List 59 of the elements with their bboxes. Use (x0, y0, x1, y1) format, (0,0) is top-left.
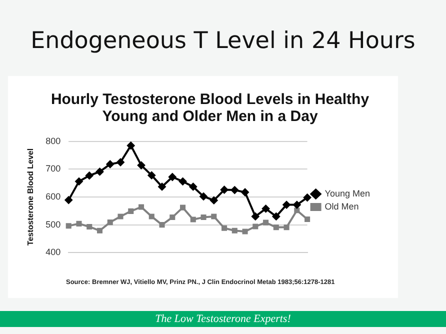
point (86, 224, 92, 230)
point (262, 204, 270, 212)
point (168, 173, 176, 181)
point (116, 158, 124, 166)
chart-title: Endogeneous T Level in 24 Hours (30, 28, 416, 54)
point (137, 162, 146, 170)
point (211, 214, 217, 220)
point (210, 196, 218, 204)
point (127, 142, 135, 150)
point (304, 216, 310, 222)
point (273, 224, 279, 230)
legend-label: Old Men (324, 201, 359, 212)
point (96, 168, 104, 176)
point (200, 214, 206, 220)
point (75, 178, 83, 186)
point (180, 204, 186, 210)
point (64, 196, 72, 204)
point (294, 208, 300, 214)
y-tick-label: 600 (46, 191, 61, 202)
y-tick-label: 400 (46, 247, 61, 258)
y-tick-label: 500 (46, 219, 61, 230)
point (252, 224, 258, 230)
point (158, 182, 166, 191)
point (252, 212, 260, 220)
text: The Low Testosterone Experts! (0, 311, 446, 327)
point (284, 224, 290, 230)
point (272, 212, 280, 220)
point (241, 188, 249, 196)
point (282, 200, 290, 209)
point (107, 220, 113, 226)
point (220, 186, 228, 194)
point (66, 223, 72, 229)
point (232, 228, 238, 234)
point (242, 228, 248, 234)
chart-subtitle: Hourly Testosterone Blood Levels in Healthy Young and Older Men in a Day (50, 91, 370, 125)
point (148, 214, 154, 220)
point (200, 192, 208, 200)
point (293, 200, 301, 209)
point (170, 214, 176, 220)
y-axis-title: Testosterone Blood Level (26, 148, 36, 246)
point (76, 220, 82, 226)
point (230, 186, 238, 194)
point (96, 228, 103, 234)
legend-label: Young Men (324, 188, 370, 198)
point (189, 182, 197, 191)
point (148, 172, 156, 180)
point (138, 204, 144, 210)
point (263, 220, 269, 226)
point (159, 222, 165, 228)
point (303, 194, 312, 202)
point (178, 178, 187, 186)
y-tick-label: 800 (46, 136, 61, 146)
point (118, 214, 124, 220)
point (86, 172, 94, 180)
point (106, 160, 114, 168)
point (128, 208, 134, 214)
point (190, 216, 196, 222)
point (222, 225, 228, 231)
y-tick-label: 700 (46, 164, 61, 174)
